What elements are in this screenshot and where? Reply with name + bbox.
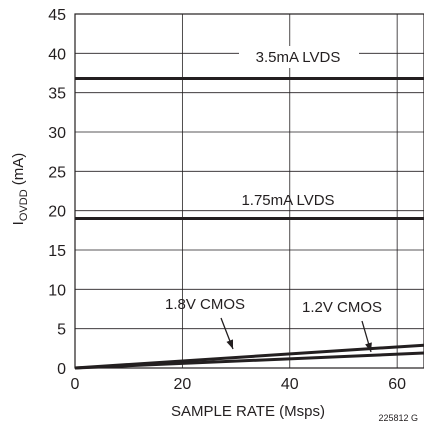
y-axis-label: IOVDD (mA) — [10, 153, 30, 226]
y-tick-label: 35 — [48, 86, 66, 103]
series-lines — [74, 77, 424, 370]
y-tick-label: 0 — [57, 361, 66, 378]
annotation-arrowhead — [226, 339, 234, 349]
annotation-label: 3.5mA LVDS — [256, 49, 341, 66]
y-tick-label: 15 — [48, 243, 66, 260]
x-tick-label: 60 — [388, 376, 406, 393]
y-tick-label: 10 — [48, 282, 66, 299]
plot-frame — [74, 13, 424, 369]
annotation-label: 1.2V CMOS — [302, 299, 382, 316]
grid — [75, 14, 424, 368]
y-tick-label: 30 — [48, 125, 66, 142]
x-tick-label: 20 — [173, 376, 191, 393]
annotations: 3.5mA LVDS 1.75mA LVDS 1.8V CMOS 1.2V CMOS — [165, 46, 382, 353]
series-line-1-2v-cmos — [74, 351, 424, 370]
y-axis-label-main: I — [10, 221, 27, 225]
y-axis-label-subscript: OVDD — [18, 189, 30, 221]
x-axis-label: SAMPLE RATE (Msps) — [171, 403, 325, 420]
figure-id: 225812 G — [378, 413, 418, 423]
x-tick-label: 40 — [281, 376, 299, 393]
annotation-arrowhead — [365, 342, 372, 352]
x-tick-labels: 0 20 40 60 — [71, 376, 407, 393]
y-axis-label-unit: (mA) — [10, 153, 27, 190]
y-tick-label: 5 — [57, 322, 66, 339]
annotation-label: 1.8V CMOS — [165, 296, 245, 313]
annotation-label: 1.75mA LVDS — [241, 192, 334, 209]
y-tick-label: 45 — [48, 7, 66, 24]
y-tick-label: 20 — [48, 204, 66, 221]
y-tick-label: 25 — [48, 164, 66, 181]
y-tick-labels: 0 5 10 15 20 25 30 35 40 45 — [48, 7, 66, 378]
x-tick-label: 0 — [71, 376, 80, 393]
annotation-background — [239, 46, 359, 68]
y-tick-label: 40 — [48, 46, 66, 63]
